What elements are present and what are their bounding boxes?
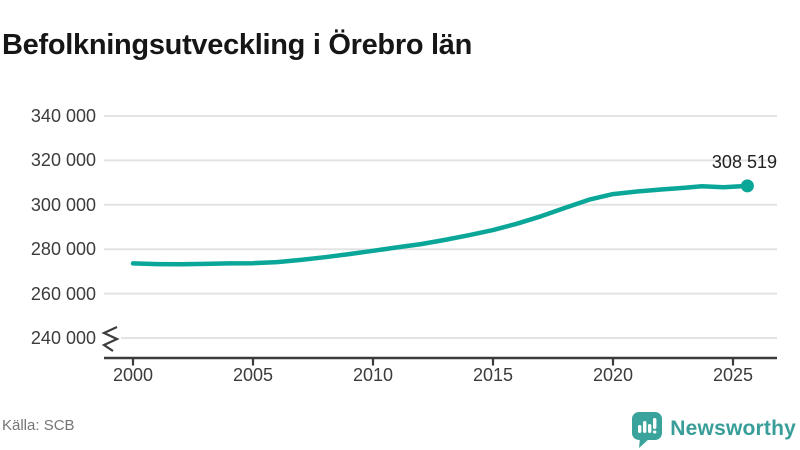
latest-value-label: 308 519: [711, 152, 777, 172]
source-note: Källa: SCB: [2, 417, 75, 434]
y-axis-tick-label: 280 000: [30, 239, 96, 259]
x-axis-tick-label: 2015: [472, 365, 514, 385]
y-axis-tick-label: 340 000: [30, 106, 96, 126]
y-axis-tick-label: 240 000: [30, 328, 96, 348]
latest-value-marker: [740, 179, 754, 193]
x-axis-tick-label: 2020: [592, 365, 634, 385]
x-axis-tick-label: 2005: [232, 365, 274, 385]
x-axis-tick-label: 2000: [112, 365, 154, 385]
chart-title: Befolkningsutveckling i Örebro län: [2, 29, 472, 62]
newsworthy-logo[interactable]: Newsworthy: [631, 410, 796, 448]
y-axis-tick-label: 260 000: [30, 284, 96, 304]
x-axis-tick-label: 2025: [712, 365, 754, 385]
y-axis-tick-label: 300 000: [30, 195, 96, 215]
y-axis-tick-label: 320 000: [30, 150, 96, 170]
population-line: [130, 183, 750, 267]
bar-chart-speech-bubble-icon: [632, 411, 663, 448]
brand-name: Newsworthy: [670, 417, 796, 440]
axis-break-icon: [101, 326, 120, 352]
x-axis-tick-label: 2010: [352, 365, 394, 385]
